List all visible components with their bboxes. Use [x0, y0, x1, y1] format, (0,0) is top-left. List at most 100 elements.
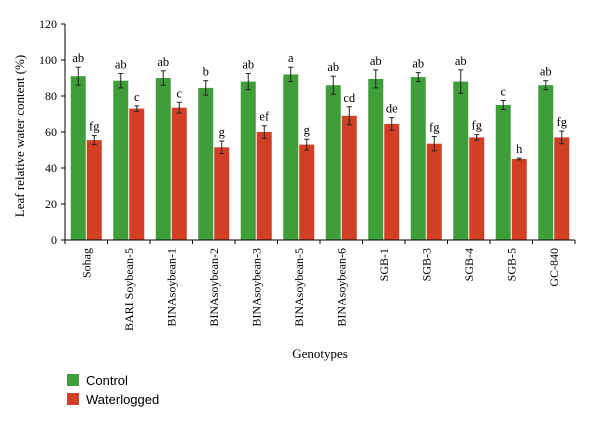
bar-waterlogged: [469, 137, 485, 240]
x-tick-label: Sohag: [79, 248, 93, 278]
x-tick-label: BINAsoybean-2: [207, 248, 221, 327]
error-bar: [160, 70, 166, 86]
error-bar: [261, 125, 267, 139]
legend-swatch-waterlogged: [67, 393, 79, 405]
error-bar: [203, 80, 209, 96]
bar-control: [325, 85, 341, 240]
significance-label: ab: [115, 58, 127, 72]
y-axis-ticks: 0 20 40 60 80 100 120: [39, 17, 65, 247]
error-bar: [516, 157, 522, 161]
bar-control: [70, 76, 86, 240]
error-bars: [75, 66, 565, 161]
error-bar: [415, 72, 421, 83]
significance-label: ab: [370, 54, 382, 68]
bar-control: [453, 81, 469, 240]
bar-control: [155, 78, 171, 240]
bar-waterlogged: [554, 137, 570, 240]
bar-waterlogged: [256, 132, 272, 240]
legend-swatch-control: [67, 374, 79, 386]
bar-control: [113, 80, 129, 240]
x-tick-label: GC-840: [547, 248, 561, 287]
error-bar: [543, 80, 549, 91]
y-tick-label: 20: [45, 197, 57, 211]
significance-label: cd: [343, 91, 356, 105]
significance-label: fg: [89, 120, 100, 134]
x-tick-label: SGB-1: [377, 248, 391, 281]
x-tick-label: BARI Soybean-5: [122, 248, 136, 331]
significance-label: ab: [540, 65, 552, 79]
error-bar: [219, 140, 225, 155]
significance-label: de: [386, 102, 398, 116]
y-tick-label: 60: [45, 125, 57, 139]
x-tick-label: SGB-5: [504, 248, 518, 281]
error-bar: [373, 69, 379, 89]
error-bar: [474, 134, 480, 141]
bar-waterlogged: [384, 123, 400, 240]
significance-label: h: [516, 142, 523, 156]
x-tick-label: SGB-4: [462, 248, 476, 281]
significance-label: ab: [455, 54, 467, 68]
error-bar: [346, 106, 352, 126]
y-tick-label: 80: [45, 89, 57, 103]
significance-label: fg: [472, 119, 483, 133]
bar-control: [198, 87, 214, 241]
legend-label-control: Control: [86, 373, 128, 388]
bar-waterlogged: [171, 107, 187, 240]
significance-label: ef: [259, 110, 270, 124]
error-bar: [176, 101, 182, 114]
x-tick-label: BINAsoybean-1: [164, 248, 178, 327]
y-tick-label: 100: [39, 53, 57, 67]
x-axis-ticks: Sohag BARI Soybean-5 BINAsoybean-1 BINAsoyb…: [64, 240, 576, 331]
error-bar: [458, 69, 464, 94]
significance-label: c: [500, 85, 506, 99]
y-tick-label: 120: [39, 17, 57, 31]
error-bar: [118, 73, 124, 89]
y-tick-label: 40: [45, 161, 57, 175]
significance-label: g: [219, 125, 226, 139]
error-bar: [500, 100, 506, 110]
x-tick-label: BINAsoybean-6: [334, 248, 348, 327]
error-bar: [91, 135, 97, 146]
x-tick-label: SGB-3: [419, 248, 433, 281]
bar-control: [410, 77, 426, 240]
significance-label: b: [203, 65, 209, 79]
x-axis-title: Genotypes: [292, 346, 348, 361]
bar-waterlogged: [426, 143, 442, 240]
significance-label: ab: [72, 51, 84, 65]
significance-label: ab: [412, 57, 424, 71]
bar-waterlogged: [341, 115, 357, 240]
bar-waterlogged: [129, 108, 145, 240]
significance-label: ab: [157, 55, 169, 69]
bar-control: [240, 81, 256, 240]
bar-control: [495, 105, 511, 240]
legend: Control Waterlogged: [67, 373, 159, 407]
error-bar: [330, 75, 336, 95]
significance-label: c: [134, 90, 140, 104]
significance-labels: ab fg ab c ab c b g ab ef a g ab cd ab de ab fg ab fg c h ab fg: [72, 51, 567, 156]
error-bar: [75, 66, 81, 86]
error-bar: [134, 105, 140, 112]
bar-waterlogged: [214, 147, 230, 240]
significance-label: g: [304, 123, 311, 137]
x-tick-label: BINAsoybean-3: [249, 248, 263, 327]
y-axis-title: Leaf relative water content (%): [12, 55, 27, 217]
significance-label: ab: [327, 60, 339, 74]
x-tick-label: BINAsoybean-5: [292, 248, 306, 327]
significance-label: fg: [429, 121, 440, 135]
bar-waterlogged: [511, 159, 527, 240]
significance-label: a: [288, 51, 294, 65]
bar-control: [368, 78, 384, 241]
bar-control: [538, 85, 554, 240]
y-tick-label: 0: [51, 233, 57, 247]
error-bar: [389, 117, 395, 131]
significance-label: c: [176, 86, 182, 100]
error-bar: [559, 130, 565, 145]
significance-label: fg: [557, 115, 568, 129]
error-bar: [245, 73, 251, 91]
error-bar: [288, 66, 294, 83]
bars: [70, 74, 570, 241]
error-bar: [304, 138, 310, 151]
legend-label-waterlogged: Waterlogged: [86, 392, 159, 407]
significance-label: ab: [242, 58, 254, 72]
